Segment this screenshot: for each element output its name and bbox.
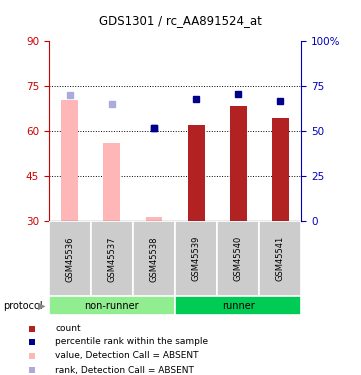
Bar xyxy=(272,118,289,221)
Bar xyxy=(145,217,162,221)
Text: ▶: ▶ xyxy=(38,301,45,310)
Bar xyxy=(259,221,301,296)
Bar xyxy=(175,296,301,315)
Bar xyxy=(230,106,247,221)
Text: count: count xyxy=(55,324,81,333)
Bar xyxy=(91,221,133,296)
Text: GSM45537: GSM45537 xyxy=(108,236,116,282)
Text: non-runner: non-runner xyxy=(84,301,139,310)
Text: protocol: protocol xyxy=(4,301,43,310)
Text: GSM45541: GSM45541 xyxy=(276,236,285,281)
Text: GSM45539: GSM45539 xyxy=(192,236,201,281)
Bar xyxy=(49,221,91,296)
Bar xyxy=(49,296,175,315)
Bar xyxy=(188,125,205,221)
Bar xyxy=(61,100,78,221)
Text: percentile rank within the sample: percentile rank within the sample xyxy=(55,338,209,346)
Text: rank, Detection Call = ABSENT: rank, Detection Call = ABSENT xyxy=(55,366,194,375)
Text: GDS1301 / rc_AA891524_at: GDS1301 / rc_AA891524_at xyxy=(99,14,262,27)
Text: value, Detection Call = ABSENT: value, Detection Call = ABSENT xyxy=(55,351,199,360)
Bar xyxy=(217,221,259,296)
Text: GSM45538: GSM45538 xyxy=(149,236,158,282)
Text: runner: runner xyxy=(222,301,255,310)
Bar xyxy=(104,143,120,221)
Text: GSM45536: GSM45536 xyxy=(65,236,74,282)
Bar xyxy=(175,221,217,296)
Text: GSM45540: GSM45540 xyxy=(234,236,243,281)
Bar xyxy=(133,221,175,296)
